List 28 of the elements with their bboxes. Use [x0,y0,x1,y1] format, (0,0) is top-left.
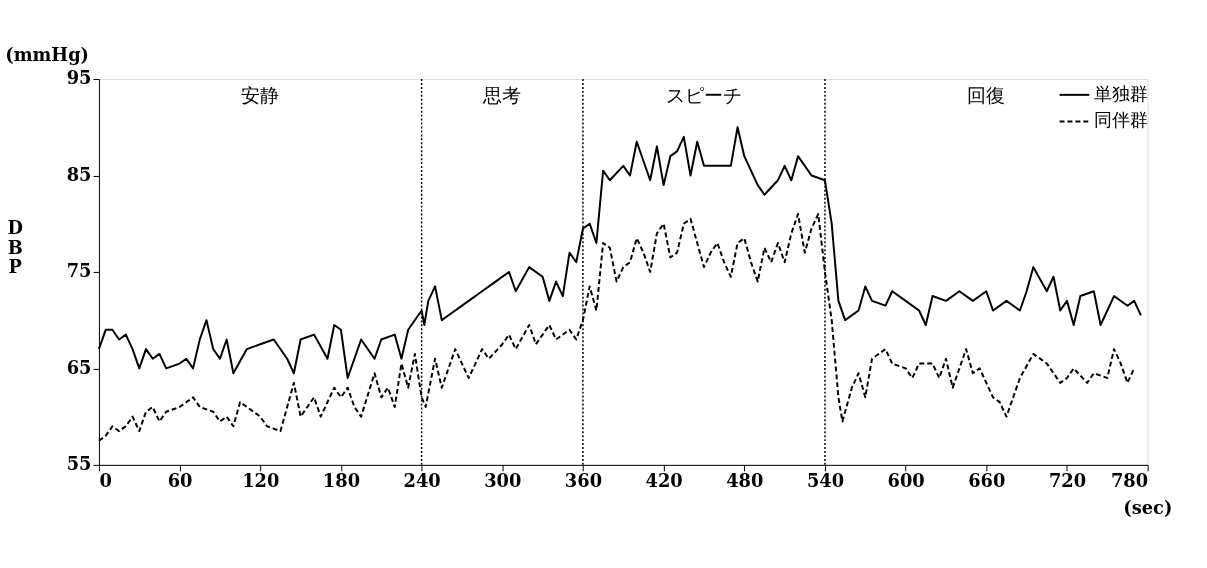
x-tick-label: 360 [564,470,603,492]
x-tick-label: 60 [167,470,193,492]
text: (mmHg) [5,44,90,66]
x-tick-label: 0 [99,470,112,492]
x-axis-title: (sec) [1123,497,1173,519]
x-tick-label: 120 [242,470,280,492]
x-tick-label: 420 [645,470,683,492]
x-tick-label: 780 [1110,470,1149,492]
legend-label: 単独群 [1094,82,1149,104]
y-tick-label: 85 [66,163,92,185]
x-tick-label: 480 [726,470,764,492]
annotation: 安静 [241,84,280,106]
annotation: スピーチ [665,84,742,106]
y-tick-label: 65 [66,356,92,378]
legend-label: 同伴群 [1094,109,1149,131]
x-tick-label: 300 [484,470,522,492]
x-tick-label: 180 [322,470,361,492]
x-tick-label: 720 [1048,470,1087,492]
annotation: 思考 [482,84,522,106]
y-axis-title: DBP [7,216,24,278]
y-tick-label: 75 [66,260,92,282]
x-tick-label: 540 [806,470,845,492]
y-tick-label: 95 [66,67,92,89]
x-tick-label: 240 [403,470,441,492]
annotation: 回復 [967,84,1006,106]
y-tick-label: 55 [66,453,92,475]
x-tick-label: 660 [968,470,1006,492]
x-tick-label: 600 [887,470,925,492]
